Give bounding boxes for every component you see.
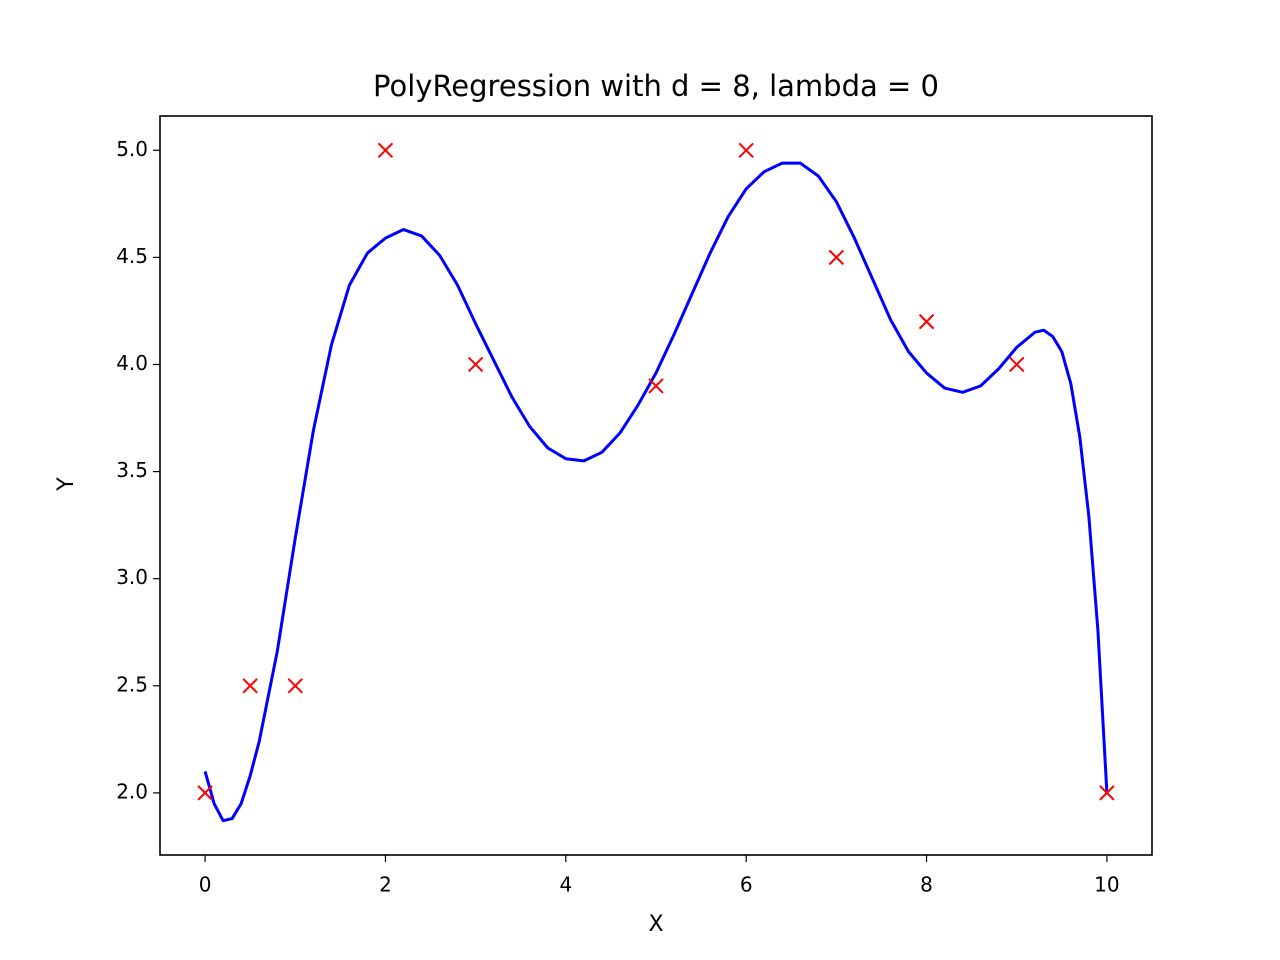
x-axis-label: X [648, 912, 663, 937]
y-tick-label: 3.5 [116, 458, 148, 482]
scatter-marker [242, 678, 258, 694]
scatter-marker [738, 142, 754, 158]
scatter-marker [648, 378, 664, 394]
x-tick-label: 4 [559, 873, 572, 897]
y-tick-label: 5.0 [116, 137, 148, 161]
y-tick-label: 4.0 [116, 351, 148, 375]
scatter-marker [1009, 356, 1025, 373]
scatter-marker [1099, 785, 1115, 801]
plot-frame [159, 115, 1153, 856]
x-tick-label: 0 [199, 873, 212, 897]
y-tick-label: 2.5 [116, 672, 148, 696]
y-axis-label: Y [54, 477, 79, 492]
scatter-marker [197, 785, 213, 801]
x-tick-label: 2 [379, 873, 392, 897]
scatter-marker [918, 313, 935, 330]
x-tick-label: 8 [920, 873, 933, 897]
x-tick-label: 10 [1094, 873, 1119, 897]
scatter-marker [287, 678, 303, 694]
y-tick-label: 2.0 [116, 779, 148, 803]
scatter-marker [828, 249, 845, 266]
y-tick-label: 4.5 [116, 244, 148, 268]
x-tick-label: 6 [740, 873, 753, 897]
scatter-marker [377, 142, 394, 158]
chart-title: PolyRegression with d = 8, lambda = 0 [373, 69, 939, 103]
y-tick-label: 3.0 [116, 565, 148, 589]
fit-line [203, 161, 1109, 823]
scatter-marker [467, 356, 484, 373]
